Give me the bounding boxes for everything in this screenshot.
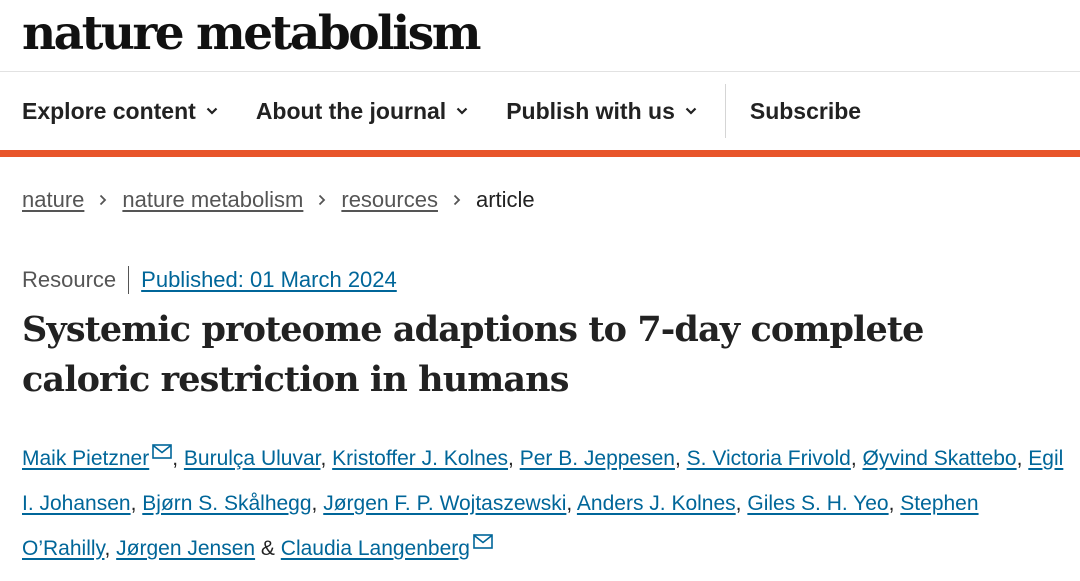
subscribe-label: Subscribe bbox=[749, 97, 862, 124]
article-meta: Resource Published: 01 March 2024 bbox=[22, 265, 397, 295]
nav-about-journal-label: About the journal bbox=[255, 97, 447, 124]
main-nav: Explore content About the journal Publis… bbox=[0, 72, 1080, 150]
nav-divider bbox=[724, 84, 726, 138]
author-entry: Jørgen Jensen bbox=[116, 537, 255, 560]
chevron-right-icon bbox=[453, 194, 461, 206]
author-list: Maik Pietzner, Burulça Uluvar, Kristoffe… bbox=[22, 436, 1072, 571]
author-link[interactable]: Giles S. H. Yeo bbox=[747, 492, 889, 515]
author-link[interactable]: Egil I. Johansen bbox=[22, 447, 1064, 515]
author-separator: , bbox=[850, 447, 857, 470]
meta-divider bbox=[128, 266, 130, 294]
subscribe-link[interactable]: Subscribe bbox=[750, 72, 861, 150]
chevron-down-icon bbox=[685, 107, 697, 115]
breadcrumb-resources[interactable]: resources bbox=[341, 187, 438, 212]
author-link[interactable]: Per B. Jeppesen bbox=[519, 447, 675, 470]
nav-explore-content[interactable]: Explore content bbox=[0, 72, 218, 150]
author-separator: , bbox=[130, 492, 137, 515]
author-separator: , bbox=[1016, 447, 1023, 470]
article-title: Systemic proteome adaptions to 7-day com… bbox=[22, 309, 924, 400]
author-link[interactable]: Anders J. Kolnes bbox=[576, 492, 736, 515]
nav-top-divider bbox=[0, 71, 1080, 72]
nav-publish-with-us-label: Publish with us bbox=[506, 97, 675, 124]
author-entry: Per B. Jeppesen bbox=[520, 447, 675, 470]
breadcrumb-current: article bbox=[475, 187, 535, 212]
nav-explore-content-label: Explore content bbox=[22, 97, 196, 124]
author-entry: Stephen O’Rahilly bbox=[22, 492, 979, 560]
author-link[interactable]: Øyvind Skattebo bbox=[862, 447, 1017, 470]
article-type: Resource bbox=[22, 267, 117, 292]
author-link[interactable]: Jørgen F. P. Wojtaszewski bbox=[323, 492, 567, 515]
author-separator: , bbox=[508, 447, 514, 470]
author-entry: Claudia Langenberg bbox=[280, 534, 493, 560]
author-link[interactable]: Bjørn S. Skålhegg bbox=[142, 492, 312, 515]
nav-about-journal[interactable]: About the journal bbox=[256, 72, 468, 150]
author-link[interactable]: Claudia Langenberg bbox=[280, 537, 470, 560]
chevron-down-icon bbox=[206, 107, 218, 115]
author-entry: Kristoffer J. Kolnes bbox=[332, 447, 508, 470]
author-link[interactable]: Maik Pietzner bbox=[22, 447, 150, 470]
envelope-icon[interactable] bbox=[473, 534, 493, 549]
author-entry: S. Victoria Frivold bbox=[687, 447, 851, 470]
author-link[interactable]: Burulça Uluvar bbox=[183, 447, 321, 470]
published-date-link[interactable]: Published: 01 March 2024 bbox=[141, 267, 397, 292]
author-separator: , bbox=[320, 447, 327, 470]
nav-publish-with-us[interactable]: Publish with us bbox=[506, 72, 697, 150]
author-link[interactable]: S. Victoria Frivold bbox=[686, 447, 851, 470]
author-entry: Burulça Uluvar bbox=[184, 447, 321, 470]
author-separator: , bbox=[311, 492, 318, 515]
breadcrumb-nature[interactable]: nature bbox=[22, 187, 85, 212]
author-final-separator: & bbox=[260, 537, 275, 560]
author-separator: , bbox=[674, 447, 681, 470]
author-separator: , bbox=[735, 492, 742, 515]
author-entry: Egil I. Johansen bbox=[22, 447, 1063, 515]
author-entry: Øyvind Skattebo bbox=[863, 447, 1017, 470]
breadcrumb: nature nature metabolism resources artic… bbox=[22, 185, 535, 215]
author-link[interactable]: Jørgen Jensen bbox=[116, 537, 256, 560]
author-entry: Jørgen F. P. Wojtaszewski bbox=[323, 492, 566, 515]
author-entry: Giles S. H. Yeo bbox=[747, 492, 888, 515]
chevron-down-icon bbox=[456, 107, 468, 115]
author-separator: , bbox=[888, 492, 895, 515]
chevron-right-icon bbox=[100, 194, 107, 206]
author-link[interactable]: Kristoffer J. Kolnes bbox=[332, 447, 509, 470]
author-entry: Bjørn S. Skålhegg bbox=[142, 492, 311, 515]
envelope-icon[interactable] bbox=[152, 444, 173, 459]
author-separator: , bbox=[104, 537, 111, 560]
breadcrumb-nature-metabolism[interactable]: nature metabolism bbox=[122, 187, 304, 212]
author-entry: Anders J. Kolnes bbox=[577, 492, 736, 515]
author-entry: Maik Pietzner bbox=[22, 444, 173, 470]
chevron-right-icon bbox=[319, 194, 326, 206]
author-link[interactable]: Stephen O’Rahilly bbox=[22, 492, 979, 560]
author-separator: , bbox=[566, 492, 573, 515]
author-separator: , bbox=[172, 447, 179, 470]
accent-bar bbox=[0, 150, 1080, 157]
journal-logo[interactable]: nature metabolism bbox=[22, 6, 481, 61]
